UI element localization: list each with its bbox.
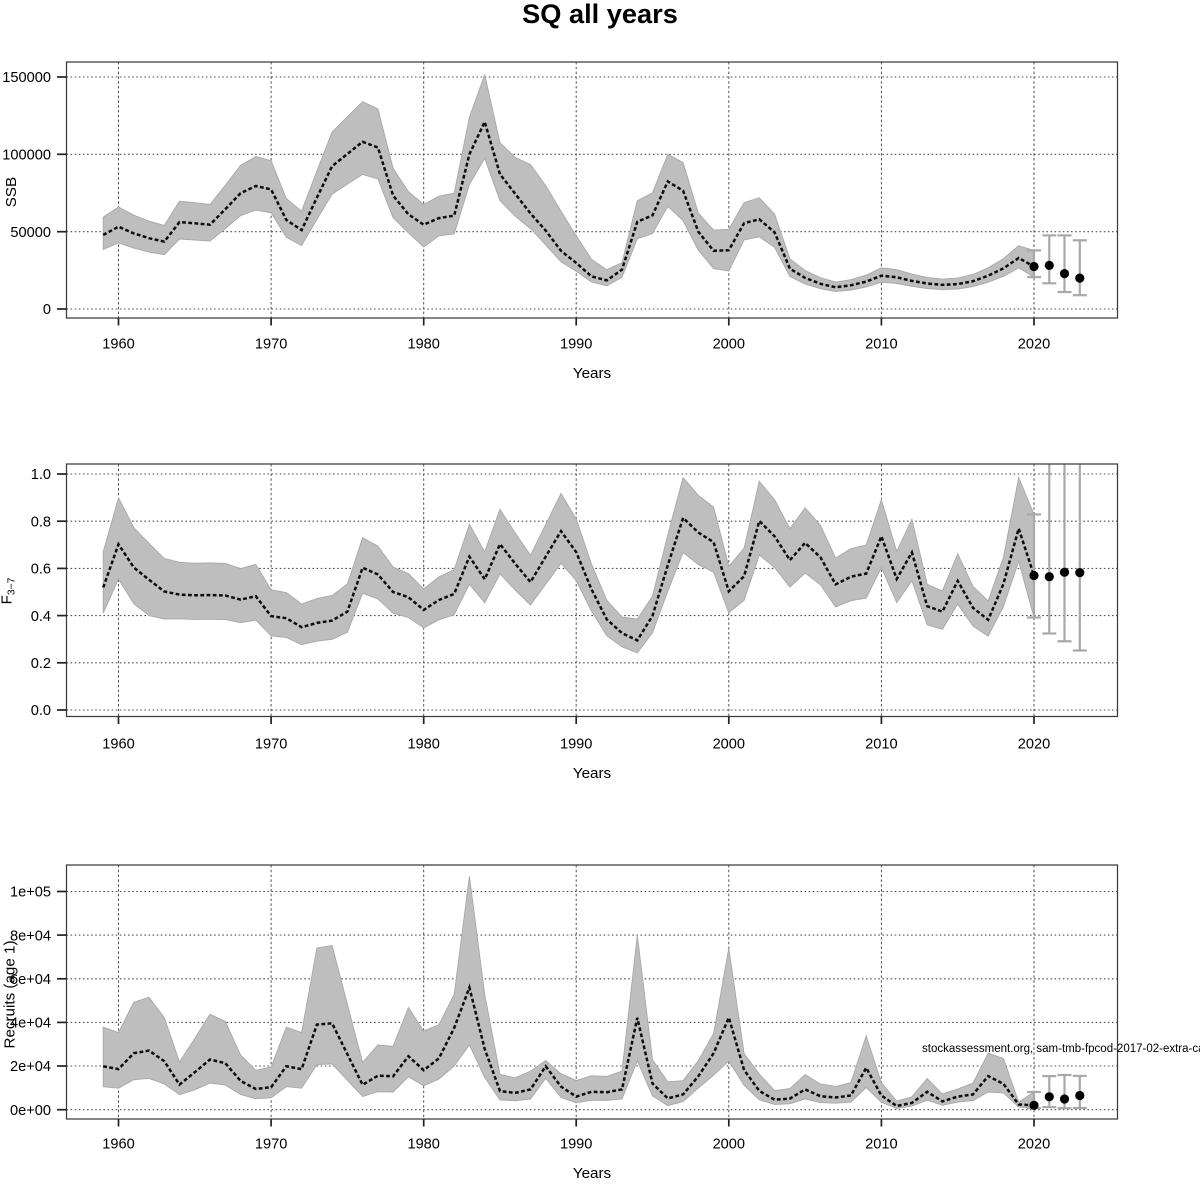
svg-text:2010: 2010 [865, 337, 897, 353]
svg-text:50000: 50000 [10, 225, 51, 241]
svg-text:0e+00: 0e+00 [10, 1103, 51, 1119]
svg-text:1970: 1970 [255, 1137, 287, 1153]
svg-text:1990: 1990 [560, 1137, 592, 1153]
svg-text:1980: 1980 [407, 337, 439, 353]
svg-text:2020: 2020 [1018, 737, 1050, 753]
svg-text:0.6: 0.6 [31, 562, 51, 578]
svg-text:1980: 1980 [407, 737, 439, 753]
svg-text:Recruits (age 1): Recruits (age 1) [2, 940, 19, 1048]
svg-text:0.4: 0.4 [31, 609, 51, 625]
svg-text:0: 0 [43, 302, 51, 318]
svg-text:SQ all years: SQ all years [522, 0, 678, 29]
svg-text:1960: 1960 [102, 337, 134, 353]
svg-text:2020: 2020 [1018, 337, 1050, 353]
svg-text:2000: 2000 [713, 737, 745, 753]
svg-text:100000: 100000 [2, 148, 51, 164]
svg-text:1e+05: 1e+05 [10, 885, 51, 901]
svg-text:2e+04: 2e+04 [10, 1059, 51, 1075]
svg-text:0.0: 0.0 [31, 703, 51, 719]
svg-text:1.0: 1.0 [31, 467, 51, 483]
svg-text:stockassessment.org, sam-tmb-f: stockassessment.org, sam-tmb-fpcod-2017-… [922, 1043, 1200, 1055]
svg-text:Years: Years [573, 1165, 612, 1182]
svg-text:1970: 1970 [255, 737, 287, 753]
svg-text:1970: 1970 [255, 337, 287, 353]
svg-text:2010: 2010 [865, 1137, 897, 1153]
svg-text:0.2: 0.2 [31, 656, 51, 672]
svg-text:1960: 1960 [102, 737, 134, 753]
svg-text:1990: 1990 [560, 337, 592, 353]
svg-text:1960: 1960 [102, 1137, 134, 1153]
svg-text:2000: 2000 [713, 1137, 745, 1153]
svg-text:150000: 150000 [2, 70, 51, 86]
svg-text:4e+04: 4e+04 [10, 1016, 51, 1032]
svg-text:1980: 1980 [407, 1137, 439, 1153]
svg-text:Years: Years [573, 765, 612, 782]
svg-text:2020: 2020 [1018, 1137, 1050, 1153]
svg-text:2010: 2010 [865, 737, 897, 753]
svg-text:6e+04: 6e+04 [10, 972, 51, 988]
svg-text:Years: Years [573, 365, 612, 382]
svg-text:0.8: 0.8 [31, 514, 51, 530]
svg-text:2000: 2000 [713, 337, 745, 353]
svg-text:SSB: SSB [3, 177, 20, 207]
svg-text:8e+04: 8e+04 [10, 928, 51, 944]
svg-text:1990: 1990 [560, 737, 592, 753]
